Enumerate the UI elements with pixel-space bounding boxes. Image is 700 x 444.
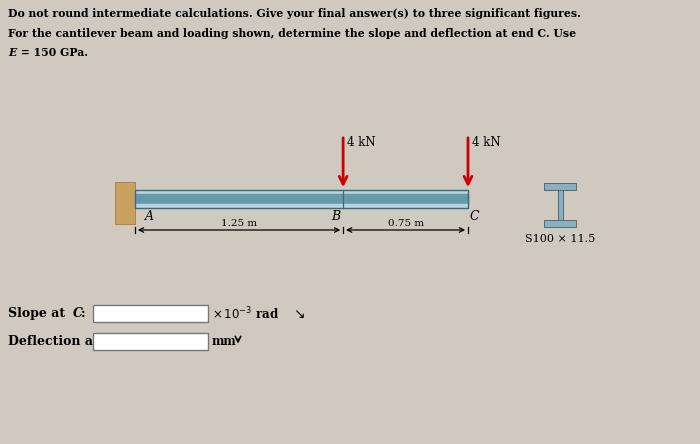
Text: 4 kN: 4 kN: [472, 136, 500, 149]
Bar: [93, 305, 208, 322]
Text: = 150 GPa.: = 150 GPa.: [17, 47, 88, 58]
Text: S100 × 11.5: S100 × 11.5: [525, 234, 595, 244]
Bar: [544, 183, 576, 190]
Bar: [115, 182, 135, 224]
Bar: [557, 190, 563, 220]
Text: B: B: [331, 210, 340, 223]
Text: Do not round intermediate calculations. Give your final answer(s) to three signi: Do not round intermediate calculations. …: [8, 8, 581, 19]
Text: :: :: [81, 307, 85, 320]
Bar: [93, 333, 208, 350]
Bar: [135, 204, 468, 208]
Text: C: C: [73, 307, 83, 320]
Text: C: C: [98, 335, 108, 348]
Text: A: A: [145, 210, 154, 223]
Text: 4 kN: 4 kN: [347, 136, 376, 149]
Text: :: :: [106, 335, 111, 348]
Text: C: C: [470, 210, 480, 223]
Text: For the cantilever beam and loading shown, determine the slope and deflection at: For the cantilever beam and loading show…: [8, 28, 576, 39]
Text: $\times\,10^{-3}$ rad: $\times\,10^{-3}$ rad: [212, 305, 279, 322]
Bar: [135, 194, 468, 204]
Text: E: E: [8, 47, 16, 58]
Text: Deflection at: Deflection at: [8, 335, 103, 348]
Text: 0.75 m: 0.75 m: [388, 219, 423, 228]
Bar: [544, 220, 576, 227]
Text: mm: mm: [212, 335, 237, 348]
Text: ↘: ↘: [293, 306, 304, 321]
Text: Slope at: Slope at: [8, 307, 69, 320]
Bar: [135, 190, 468, 194]
Bar: [135, 190, 468, 208]
Text: 1.25 m: 1.25 m: [221, 219, 257, 228]
